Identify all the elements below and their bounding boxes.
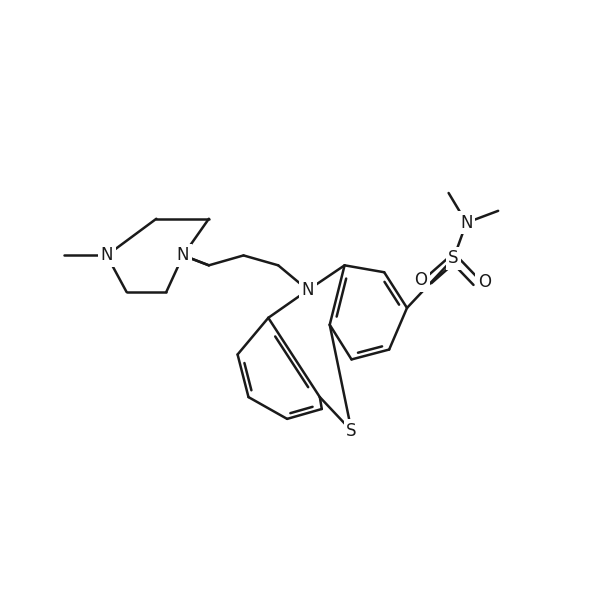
Text: S: S [346, 422, 357, 440]
Text: N: N [101, 247, 113, 265]
Text: O: O [478, 273, 491, 291]
Text: N: N [177, 247, 190, 265]
Text: N: N [460, 214, 473, 232]
Text: N: N [302, 281, 314, 299]
Text: O: O [415, 271, 427, 289]
Text: S: S [448, 250, 459, 268]
